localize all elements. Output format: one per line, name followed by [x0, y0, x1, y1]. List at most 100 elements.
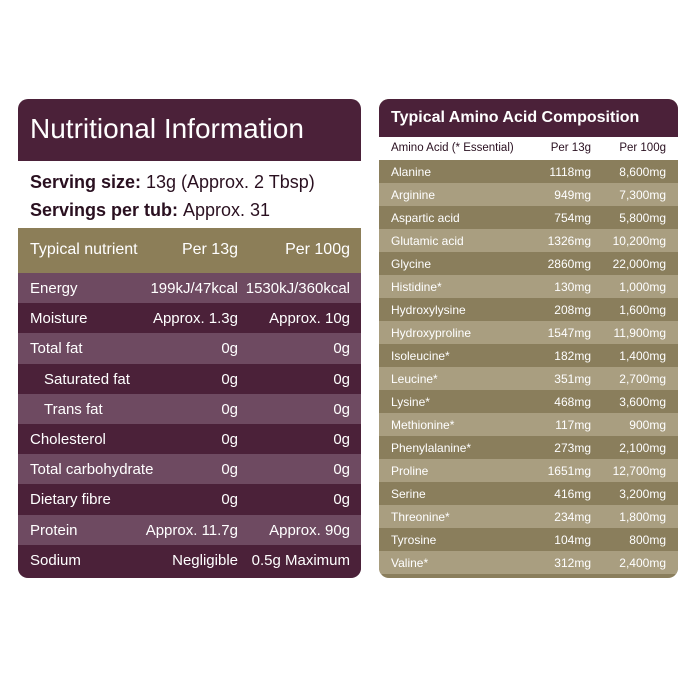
nutrient-value: 0g — [221, 340, 238, 358]
amino-value: 273mg — [554, 441, 591, 455]
amino-value: 416mg — [554, 487, 591, 501]
row-bg — [379, 413, 678, 436]
amino-name: Threonine* — [391, 510, 450, 524]
nutrient-value: 0g — [221, 400, 238, 418]
amino-value: 2,400mg — [619, 556, 666, 570]
amino-value: 754mg — [554, 211, 591, 225]
row-bg — [379, 321, 678, 344]
nutrition-panel: Nutritional Information Serving size: 13g … — [18, 99, 361, 578]
amino-value: 1326mg — [547, 234, 591, 248]
row-bg — [379, 229, 678, 252]
nutrient-value: 0g — [221, 461, 238, 479]
nutrient-value: 0.5g Maximum — [251, 551, 350, 569]
amino-value: 10,200mg — [612, 234, 666, 248]
amino-value: 182mg — [554, 349, 591, 363]
nutrient-value: 0g — [333, 461, 350, 479]
nutrient-value: 1530kJ/360kcal — [245, 280, 350, 297]
serving-label: Servings per tub: — [30, 200, 179, 220]
header-row — [18, 228, 361, 273]
amino-name: Hydroxyproline — [391, 326, 472, 340]
nutrient-name: Total carbohydrate — [30, 461, 154, 479]
amino-value: 3,600mg — [619, 395, 666, 409]
nutrient-name: Protein — [30, 521, 78, 539]
nutrient-name: Energy — [30, 280, 78, 297]
amino-value: 12,700mg — [612, 464, 666, 478]
header-row — [379, 137, 678, 160]
amino-name: Hydroxylysine — [391, 303, 466, 317]
row-bg — [379, 528, 678, 551]
amino-value: 7,300mg — [619, 188, 666, 202]
row-bg — [379, 275, 678, 298]
amino-name: Glycine — [391, 257, 432, 271]
nutrient-value: Approx. 10g — [269, 310, 350, 328]
row-bg — [379, 482, 678, 505]
amino-name: Valine* — [391, 556, 429, 570]
nutrient-name: Typical nutrient — [30, 241, 138, 258]
serving-value: 13g (Approx. 2 Tbsp) — [146, 172, 315, 192]
row-bg — [18, 273, 361, 304]
nutrient-value: 0g — [333, 370, 350, 388]
row-bg — [379, 390, 678, 413]
nutrient-value: 0g — [333, 491, 350, 509]
nutrient-name: Total fat — [30, 340, 83, 358]
amino-name: Lysine* — [391, 395, 430, 409]
row-bg — [379, 551, 678, 574]
row-bg — [379, 344, 678, 367]
nutrient-name: Moisture — [30, 310, 88, 328]
row-bg — [379, 505, 678, 528]
amino-name: Leucine* — [391, 372, 438, 386]
nutrient-name: Dietary fibre — [30, 491, 111, 509]
amino-value: 5,800mg — [619, 211, 666, 225]
amino-value: 1,800mg — [619, 510, 666, 524]
row-bg — [379, 459, 678, 482]
amino-name: Serine — [391, 487, 426, 501]
amino-value: 208mg — [554, 303, 591, 317]
amino-value: 1,600mg — [619, 303, 666, 317]
amino-value: Per 100g — [619, 142, 666, 154]
amino-value: 104mg — [554, 533, 591, 547]
nutrient-value: 0g — [221, 370, 238, 388]
amino-name: Amino Acid (* Essential) — [391, 142, 514, 154]
row-bg — [18, 484, 361, 515]
amino-panel: Typical Amino Acid Composition Amino Acid… — [379, 99, 678, 578]
amino-value: 351mg — [554, 372, 591, 386]
nutrient-name: Trans fat — [44, 400, 103, 418]
serving-box — [18, 161, 361, 228]
amino-value: 468mg — [554, 395, 591, 409]
amino-name: Tyrosine — [391, 533, 437, 547]
row-bg — [379, 252, 678, 275]
row-bg — [18, 393, 361, 424]
title: Nutritional Information — [30, 113, 304, 144]
amino-name: Glutamic acid — [391, 234, 464, 248]
row-bg — [18, 514, 361, 545]
amino-value: 117mg — [555, 418, 591, 432]
amino-value: 1547mg — [547, 326, 591, 340]
row-bg — [18, 424, 361, 455]
amino-name: Isoleucine* — [391, 349, 450, 363]
row-bg — [379, 183, 678, 206]
amino-value: 2,100mg — [619, 441, 666, 455]
amino-value: 800mg — [629, 533, 666, 547]
title-bar — [379, 99, 678, 137]
serving-value: Approx. 31 — [183, 200, 271, 220]
row-bg — [379, 298, 678, 321]
row-bg — [379, 367, 678, 390]
row-bg — [18, 303, 361, 334]
nutrient-value: 0g — [333, 400, 350, 418]
row-bg — [379, 160, 678, 183]
amino-value: 130mg — [554, 280, 591, 294]
amino-value: 2860mg — [547, 257, 591, 271]
amino-name: Proline — [391, 464, 429, 478]
nutrient-value: Per 100g — [285, 241, 350, 258]
nutrient-value: 0g — [221, 431, 238, 448]
row-bg — [18, 544, 361, 575]
amino-value: 1,400mg — [619, 349, 666, 363]
amino-value: 312mg — [554, 556, 591, 570]
amino-value: 1118mg — [549, 165, 591, 179]
nutrient-value: 199kJ/47kcal — [150, 280, 238, 297]
amino-name: Arginine — [391, 188, 436, 202]
nutrient-value: Per 13g — [181, 241, 238, 258]
serving-label: Serving size: — [30, 172, 142, 192]
amino-value: Per 13g — [550, 142, 591, 154]
